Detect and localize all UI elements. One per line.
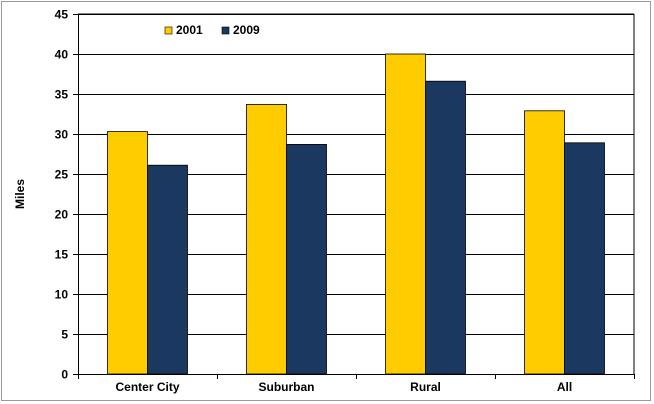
bar-2009-center-city [147, 164, 188, 375]
x-tick-labels: Center City Suburban Rural All [115, 380, 572, 394]
bar-2009-rural [425, 80, 466, 375]
legend: 2001 2009 [164, 23, 260, 37]
bar-2001-rural [385, 53, 426, 375]
bar-2009-all [564, 142, 605, 375]
bars [107, 53, 605, 375]
x-tick-label: Suburban [259, 380, 315, 394]
x-tick-label: Center City [115, 380, 179, 394]
y-tick-labels: 0 5 10 15 20 25 30 35 40 45 [55, 8, 69, 382]
y-tick-label: 45 [55, 8, 69, 22]
y-axis-label: Miles [13, 179, 27, 209]
y-tick-label: 40 [55, 48, 69, 62]
bar-2009-suburban [286, 143, 327, 375]
x-tick-label: Rural [410, 380, 441, 394]
y-tick-label: 15 [55, 248, 69, 262]
y-tick-label: 35 [55, 88, 69, 102]
y-tick-label: 25 [55, 168, 69, 182]
legend-label-2009: 2009 [233, 23, 260, 37]
bar-2001-center-city [107, 131, 148, 375]
legend-swatch-2009 [221, 26, 230, 35]
y-tick-label: 0 [61, 368, 68, 382]
x-tick-label: All [557, 380, 572, 394]
legend-label-2001: 2001 [176, 23, 203, 37]
bar-2001-suburban [246, 104, 287, 375]
y-tick-label: 20 [55, 208, 69, 222]
legend-swatch-2001 [164, 26, 173, 35]
y-tick-label: 30 [55, 128, 69, 142]
bar-2001-all [524, 110, 565, 375]
y-tick-label: 10 [55, 288, 69, 302]
y-tick-label: 5 [61, 328, 68, 342]
axes [73, 13, 635, 379]
